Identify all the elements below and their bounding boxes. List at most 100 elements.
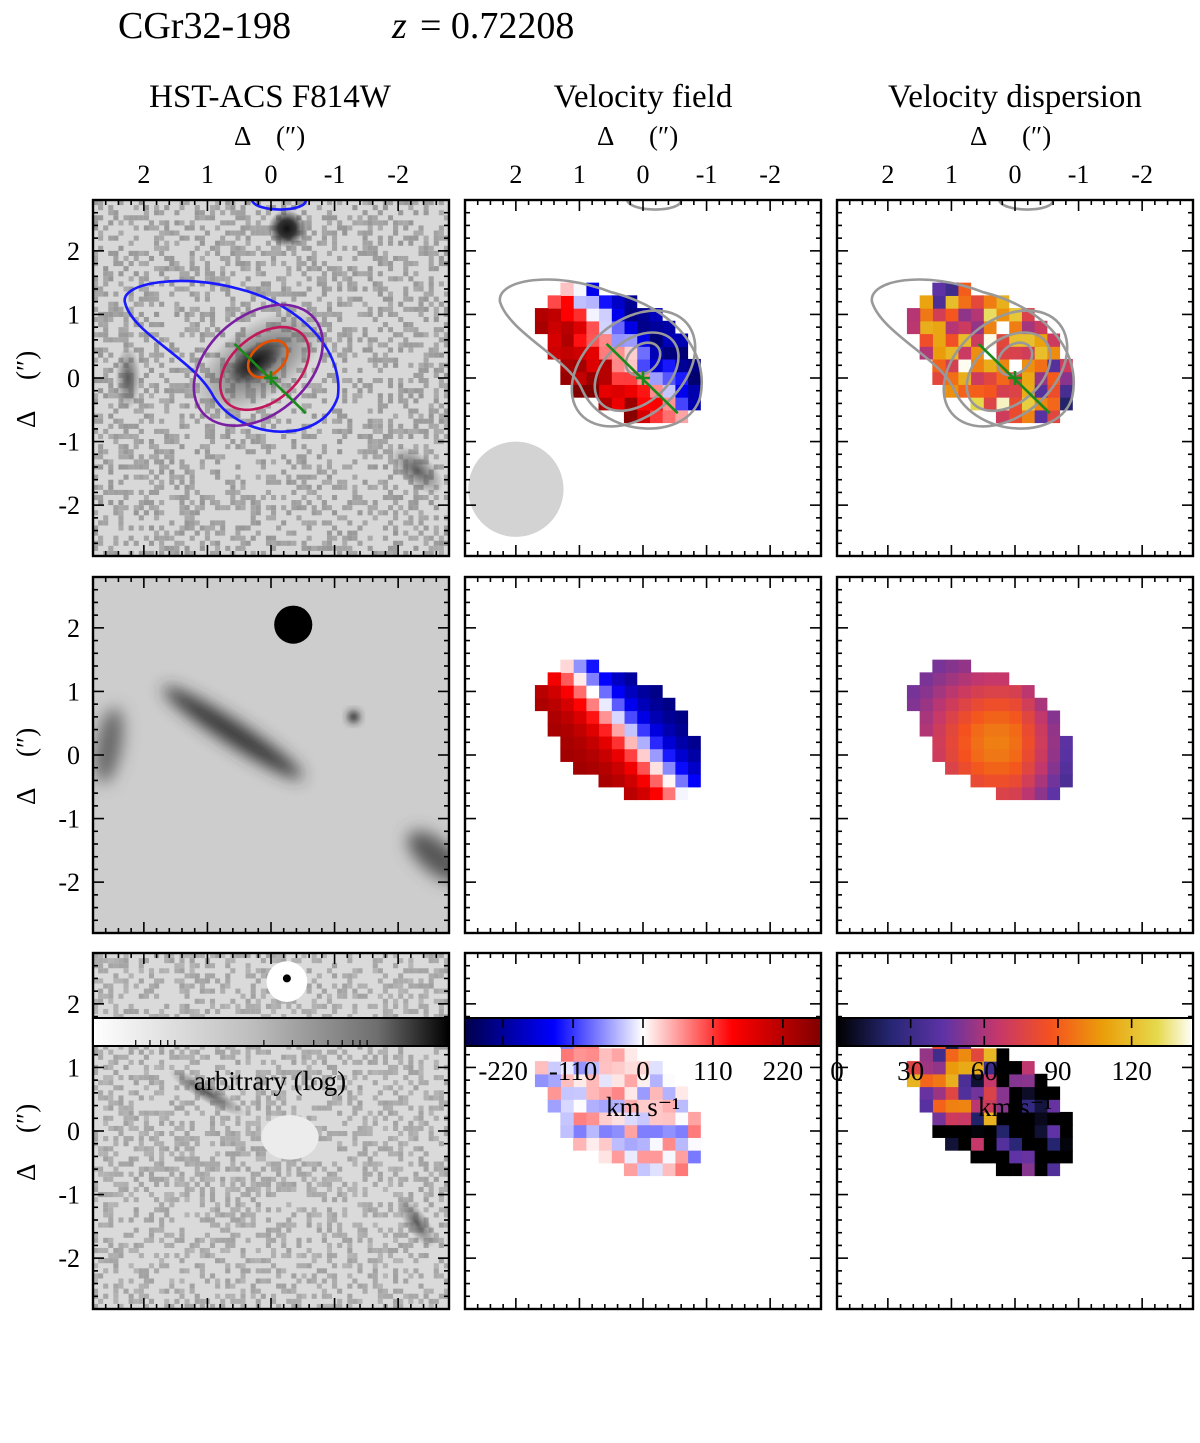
spaxel	[573, 282, 587, 296]
spaxel	[623, 409, 638, 424]
spaxel	[687, 1150, 701, 1164]
spaxel	[662, 358, 676, 373]
spaxel	[995, 1099, 1010, 1113]
spaxel	[598, 735, 612, 750]
spaxel	[906, 697, 921, 712]
spaxel	[662, 1111, 676, 1126]
arcsec-unit: (″)	[276, 121, 305, 151]
spaxel	[611, 358, 625, 373]
spaxel	[636, 761, 650, 775]
spaxel	[1046, 1150, 1061, 1164]
spaxel	[662, 697, 676, 712]
spaxel	[585, 685, 600, 699]
axis-ticks	[837, 577, 1193, 933]
spaxel	[573, 685, 587, 699]
spaxel	[1059, 384, 1073, 398]
spaxel	[995, 1111, 1010, 1126]
colorbar-tick-label: 220	[763, 1056, 804, 1086]
spaxel	[560, 282, 574, 296]
spaxel	[636, 697, 650, 712]
spaxel	[623, 697, 638, 712]
x-tick-label: -1	[696, 160, 718, 189]
spaxel	[932, 1048, 946, 1062]
spaxel	[611, 672, 625, 686]
spaxel	[560, 672, 574, 686]
x-tick-label: -2	[759, 160, 781, 189]
y-tick-label: -2	[58, 1244, 80, 1273]
spaxel	[995, 761, 1010, 775]
spaxel	[1034, 1124, 1048, 1138]
spaxel	[598, 672, 612, 686]
spaxel	[674, 735, 689, 750]
residual-feature	[398, 1198, 437, 1248]
spaxel	[611, 1137, 625, 1151]
spaxel	[573, 1061, 587, 1075]
spaxel	[932, 1061, 946, 1075]
spaxel	[662, 409, 676, 424]
spaxel	[983, 371, 997, 385]
spaxel	[1034, 1086, 1048, 1100]
spaxel	[636, 774, 650, 788]
colorbar-tick-label: 60	[971, 1056, 998, 1086]
spaxel	[1059, 761, 1073, 775]
colorbar-tick-label: 0	[636, 1056, 650, 1086]
spaxel	[1021, 1162, 1035, 1177]
spaxel	[919, 1048, 933, 1062]
spaxel	[573, 659, 587, 673]
spaxel	[560, 659, 574, 673]
spaxel	[687, 735, 701, 750]
y-axis-label: Δ (″)	[11, 1104, 41, 1181]
spaxel	[919, 333, 933, 347]
spaxel	[1008, 384, 1022, 398]
x-tick-label: 0	[1009, 160, 1022, 189]
spaxel	[598, 710, 612, 724]
spaxel	[611, 710, 625, 724]
spaxel	[1059, 397, 1073, 411]
colorbar-tick-label: 110	[693, 1056, 733, 1086]
spaxel	[687, 371, 701, 385]
spaxel	[623, 735, 638, 750]
spaxel	[983, 358, 997, 373]
spaxel	[636, 1137, 650, 1151]
colorbar-velocity-label: km s⁻¹	[606, 1092, 680, 1122]
spaxel	[957, 358, 972, 373]
spaxel	[1008, 761, 1022, 775]
flux-contour-outer	[123, 279, 340, 433]
spaxel	[970, 397, 984, 411]
spaxel	[1034, 1150, 1048, 1164]
spaxel	[662, 761, 676, 775]
spaxel	[970, 295, 984, 309]
spaxel	[598, 748, 612, 762]
spaxel	[945, 1099, 959, 1113]
spaxel	[573, 710, 587, 724]
column-title-hst: HST-ACS F814W	[149, 79, 392, 115]
spaxel	[623, 1124, 638, 1138]
spaxel	[1034, 1073, 1048, 1088]
spaxel	[970, 748, 984, 762]
spaxel	[547, 295, 561, 309]
spaxel	[957, 697, 972, 712]
spaxel	[674, 384, 689, 398]
spaxel	[623, 1073, 638, 1088]
spaxel	[560, 710, 574, 724]
spaxel	[1021, 320, 1035, 335]
spaxel	[585, 748, 600, 762]
spaxel	[1034, 1162, 1048, 1177]
spaxel	[1008, 358, 1022, 373]
x-tick-label: 2	[509, 160, 522, 189]
spaxel	[919, 697, 933, 712]
spaxel	[623, 761, 638, 775]
spaxel	[636, 1150, 650, 1164]
spaxel	[687, 761, 701, 775]
spaxel	[573, 1099, 587, 1113]
delta-symbol: Δ	[597, 121, 614, 151]
spaxel	[957, 723, 972, 737]
spaxel	[957, 346, 972, 360]
neighbor-galaxy	[115, 346, 141, 410]
x-tick-labels: 2 2 2 1 1 1 0 0 0 -1 -1 -1 -2 -2 -2	[137, 160, 1153, 189]
spaxel	[674, 1111, 689, 1126]
spaxel	[1008, 1137, 1022, 1151]
spaxel	[560, 346, 574, 360]
spaxel	[674, 774, 689, 788]
spaxel	[623, 1137, 638, 1151]
